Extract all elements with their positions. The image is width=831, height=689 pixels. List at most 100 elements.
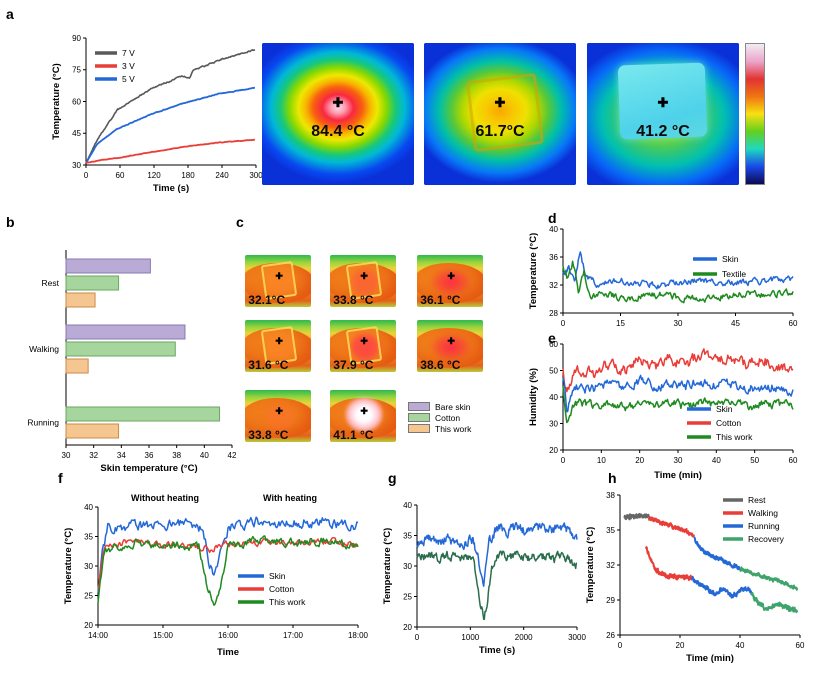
svg-text:3000: 3000: [568, 633, 586, 642]
crosshair-marker: ✚: [275, 335, 283, 346]
panel-letter-b: b: [6, 214, 15, 230]
svg-text:35: 35: [84, 532, 93, 541]
chart-d: 0 15 30 45 60 28 32 36 40 Temperature (°C) Skin Tex…: [528, 225, 798, 328]
hand-temp-label: 38.6 °C: [420, 358, 461, 372]
svg-text:Skin: Skin: [722, 254, 739, 264]
svg-text:180: 180: [181, 171, 195, 180]
crosshair-marker: ✚: [447, 335, 455, 346]
svg-text:60: 60: [789, 319, 798, 328]
svg-text:40: 40: [549, 393, 558, 402]
svg-text:15: 15: [616, 319, 625, 328]
hand-temp-label: 36.1 °C: [420, 293, 461, 307]
svg-text:75: 75: [72, 66, 81, 75]
svg-text:Cotton: Cotton: [716, 418, 741, 428]
svg-text:Temperature (°C): Temperature (°C): [51, 63, 62, 139]
svg-text:3 V: 3 V: [122, 61, 135, 71]
svg-text:45: 45: [72, 129, 81, 138]
hand-temp-label: 33.8 °C: [248, 428, 289, 442]
legend-item: Bare skin: [408, 401, 471, 412]
svg-text:Time (min): Time (min): [686, 653, 734, 664]
legend-item: Cotton: [408, 412, 471, 423]
panel-letter-e: e: [548, 330, 556, 346]
svg-text:38: 38: [606, 491, 615, 500]
svg-text:Rest: Rest: [748, 495, 766, 505]
crosshair-marker: ✚: [447, 270, 455, 281]
svg-text:20: 20: [549, 446, 558, 455]
thermal-hand-image: ✚ 31.6 °C: [245, 320, 311, 372]
svg-text:300: 300: [249, 171, 263, 180]
crosshair-marker: ✚: [275, 405, 283, 416]
svg-text:Temperature (°C): Temperature (°C): [63, 528, 74, 604]
svg-text:This work: This work: [716, 432, 753, 442]
chart-e: 0 10 20 30 40 50 60 20 30 40 50 60 Time (min) Humidit…: [528, 340, 798, 481]
svg-text:120: 120: [147, 171, 161, 180]
svg-text:1000: 1000: [461, 633, 479, 642]
svg-text:30: 30: [72, 161, 81, 170]
crosshair-marker: ✚: [360, 270, 368, 281]
svg-text:36: 36: [145, 451, 154, 460]
svg-text:Time: Time: [217, 647, 239, 658]
thermal-hand-image: ✚ 36.1 °C: [417, 255, 483, 307]
legend-label: This work: [435, 423, 472, 434]
svg-text:Time (s): Time (s): [153, 183, 189, 194]
hand-temp-label: 37.9 °C: [333, 358, 374, 372]
thermal-hand-image: ✚ 33.8 °C: [245, 390, 311, 442]
crosshair-marker: ✚: [360, 335, 368, 346]
legend-label: Bare skin: [435, 401, 471, 412]
thermal-hand-image: ✚ 32.1°C: [245, 255, 311, 307]
svg-text:Temperature (°C): Temperature (°C): [528, 233, 539, 309]
crosshair-marker: ✚: [494, 94, 506, 110]
svg-text:Walking: Walking: [29, 344, 59, 354]
svg-text:60: 60: [549, 340, 558, 349]
thermal-halo: [262, 43, 414, 185]
hand-temp-label: 31.6 °C: [248, 358, 289, 372]
svg-text:32: 32: [89, 451, 98, 460]
svg-text:45: 45: [731, 319, 740, 328]
crosshair-marker: ✚: [275, 270, 283, 281]
svg-text:Skin temperature (°C): Skin temperature (°C): [100, 463, 197, 474]
svg-text:40: 40: [84, 503, 93, 512]
svg-text:Humidity (%): Humidity (%): [528, 368, 539, 426]
svg-text:Recovery: Recovery: [748, 534, 785, 544]
legend-item: This work: [408, 423, 471, 434]
chart-b: 30 32 34 36 38 40 42 Skin temperature (°C) Rest W…: [27, 250, 237, 474]
svg-text:30: 30: [549, 419, 558, 428]
hand-temp-label: 33.8 °C: [333, 293, 374, 307]
thermal-hand-image: ✚ 38.6 °C: [417, 320, 483, 372]
panel-letter-d: d: [548, 210, 557, 226]
svg-text:17:00: 17:00: [283, 631, 304, 640]
svg-text:Without heating: Without heating: [131, 493, 199, 503]
thermal-hand-image: ✚ 41.1 °C: [330, 390, 396, 442]
thermal-temp-label: 84.4 °C: [311, 122, 365, 140]
svg-text:0: 0: [561, 319, 566, 328]
svg-text:30: 30: [84, 562, 93, 571]
svg-text:0: 0: [84, 171, 89, 180]
svg-text:Temperature (°C): Temperature (°C): [585, 527, 596, 603]
svg-text:60: 60: [72, 97, 81, 106]
condition-legend: Bare skin Cotton This work: [408, 401, 471, 434]
svg-text:20: 20: [403, 623, 412, 632]
svg-text:Textile: Textile: [722, 269, 746, 279]
hand-temp-label: 32.1°C: [248, 293, 286, 307]
svg-text:With heating: With heating: [263, 493, 317, 503]
legend-swatch-bare-skin: [408, 402, 430, 411]
svg-text:0: 0: [415, 633, 420, 642]
chart-g: 0 1000 2000 3000 20 25 30 35 40 Time (s) Temperatu…: [382, 501, 586, 656]
svg-text:Running: Running: [27, 418, 59, 428]
svg-text:35: 35: [403, 531, 412, 540]
svg-text:0: 0: [618, 641, 623, 650]
svg-text:20: 20: [84, 621, 93, 630]
svg-text:38: 38: [172, 451, 181, 460]
svg-text:Walking: Walking: [748, 508, 778, 518]
hand-shape: [245, 398, 311, 438]
svg-text:Skin: Skin: [716, 404, 733, 414]
svg-text:40: 40: [549, 225, 558, 234]
svg-text:16:00: 16:00: [218, 631, 239, 640]
svg-text:32: 32: [549, 281, 558, 290]
thermal-temp-label: 61.7°C: [475, 122, 525, 140]
svg-text:30: 30: [674, 456, 683, 465]
svg-text:20: 20: [635, 456, 644, 465]
legend-swatch-cotton: [408, 413, 430, 422]
svg-text:Cotton: Cotton: [269, 584, 294, 594]
